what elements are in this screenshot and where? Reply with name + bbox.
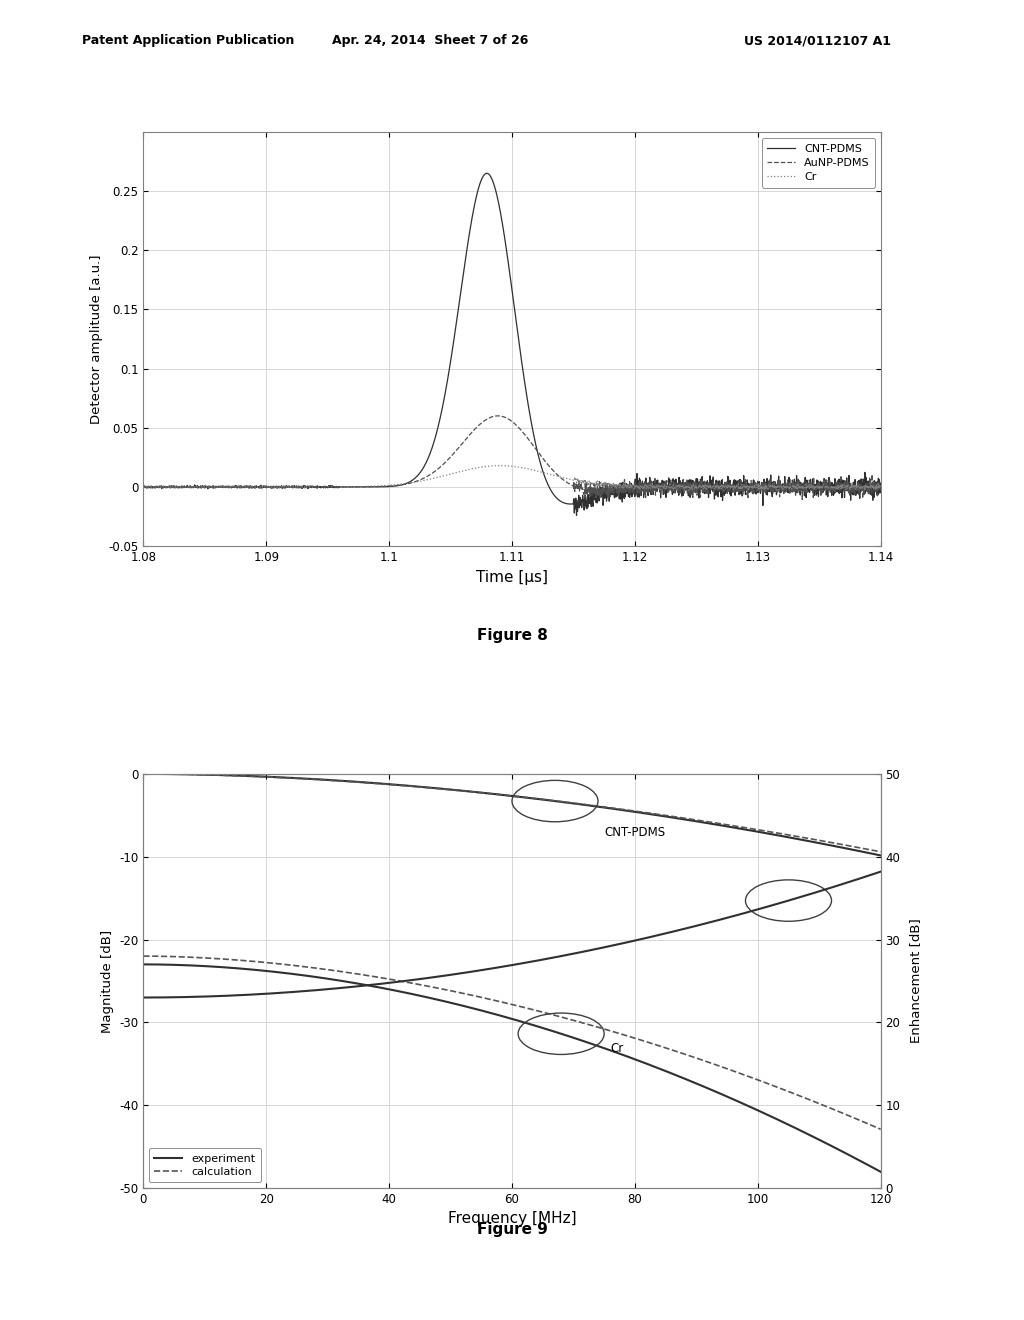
X-axis label: Frequency [MHz]: Frequency [MHz]: [447, 1212, 577, 1226]
Cr: [494, 458, 506, 474]
AuNP-PDMS: [860, 480, 872, 496]
Cr: [781, 478, 794, 494]
Legend: CNT-PDMS, AuNP-PDMS, Cr: CNT-PDMS, AuNP-PDMS, Cr: [762, 137, 876, 187]
CNT-PDMS: [420, 455, 432, 471]
Text: Patent Application Publication: Patent Application Publication: [82, 34, 294, 48]
Cr: [452, 465, 464, 480]
CNT-PDMS: [874, 479, 887, 495]
CNT-PDMS: [137, 479, 150, 495]
Text: Figure 9: Figure 9: [476, 1222, 548, 1237]
Cr: [860, 479, 872, 495]
AuNP-PDMS: [781, 475, 794, 491]
CNT-PDMS: [860, 474, 872, 490]
AuNP-PDMS: [452, 441, 464, 457]
Cr: [265, 479, 278, 495]
Legend: experiment, calculation: experiment, calculation: [148, 1148, 261, 1183]
Y-axis label: Magnitude [dB]: Magnitude [dB]: [100, 929, 114, 1032]
CNT-PDMS: [781, 479, 794, 495]
Y-axis label: Enhancement [dB]: Enhancement [dB]: [908, 919, 922, 1043]
Text: Cr: Cr: [610, 1041, 624, 1055]
AuNP-PDMS: [221, 479, 233, 495]
Cr: [221, 479, 233, 495]
Text: Figure 8: Figure 8: [476, 628, 548, 643]
Line: CNT-PDMS: CNT-PDMS: [143, 173, 881, 515]
X-axis label: Time [μs]: Time [μs]: [476, 569, 548, 585]
Text: US 2014/0112107 A1: US 2014/0112107 A1: [743, 34, 891, 48]
Y-axis label: Detector amplitude [a.u.]: Detector amplitude [a.u.]: [90, 255, 102, 424]
CNT-PDMS: [452, 304, 464, 319]
Cr: [874, 479, 887, 495]
Line: AuNP-PDMS: AuNP-PDMS: [143, 416, 881, 499]
CNT-PDMS: [570, 507, 583, 523]
Cr: [679, 483, 691, 499]
Line: Cr: Cr: [143, 466, 881, 491]
AuNP-PDMS: [265, 479, 278, 495]
CNT-PDMS: [221, 479, 233, 495]
AuNP-PDMS: [874, 480, 887, 496]
Cr: [420, 473, 432, 488]
AuNP-PDMS: [796, 491, 808, 507]
Cr: [137, 479, 150, 495]
CNT-PDMS: [480, 165, 493, 181]
AuNP-PDMS: [137, 480, 150, 496]
AuNP-PDMS: [420, 469, 432, 484]
CNT-PDMS: [265, 480, 278, 496]
Text: CNT-PDMS: CNT-PDMS: [604, 826, 666, 840]
AuNP-PDMS: [492, 408, 504, 424]
Text: Apr. 24, 2014  Sheet 7 of 26: Apr. 24, 2014 Sheet 7 of 26: [332, 34, 528, 48]
